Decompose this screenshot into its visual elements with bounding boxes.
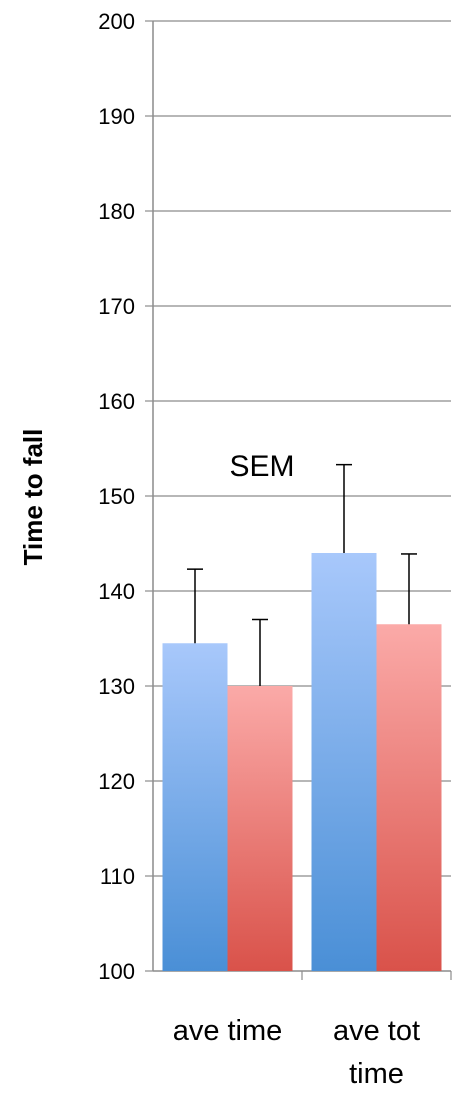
y-tick-label: 200 bbox=[98, 9, 135, 34]
x-category-label-line: ave time bbox=[173, 1015, 283, 1047]
y-tick-label: 180 bbox=[98, 199, 135, 224]
x-category-labels: ave time ave tot time bbox=[173, 1015, 420, 1090]
x-category-label-line: ave tot bbox=[333, 1015, 420, 1047]
bar bbox=[311, 553, 377, 971]
x-category-label: ave time bbox=[173, 1015, 283, 1047]
bars bbox=[162, 553, 442, 971]
y-tick-label: 120 bbox=[98, 769, 135, 794]
bar bbox=[227, 686, 293, 971]
bar bbox=[376, 624, 442, 971]
y-tick-label: 170 bbox=[98, 294, 135, 319]
y-tick-label: 130 bbox=[98, 674, 135, 699]
y-tick-label: 190 bbox=[98, 104, 135, 129]
x-category-label: ave tot time bbox=[333, 1015, 420, 1090]
y-axis-label: Time to fall bbox=[18, 429, 48, 566]
y-tick-label: 110 bbox=[100, 864, 135, 889]
y-tick-label: 150 bbox=[98, 484, 135, 509]
y-tick-labels: 100 110 120 130 140 150 160 170 180 190 200 bbox=[98, 9, 135, 984]
bar bbox=[162, 643, 228, 971]
y-tick-label: 160 bbox=[98, 389, 135, 414]
y-tick-label: 100 bbox=[98, 959, 135, 984]
y-tick-label: 140 bbox=[98, 579, 135, 604]
error-bars bbox=[187, 463, 417, 686]
sem-annotation: SEM bbox=[229, 450, 294, 483]
x-category-label-line: time bbox=[349, 1058, 404, 1090]
